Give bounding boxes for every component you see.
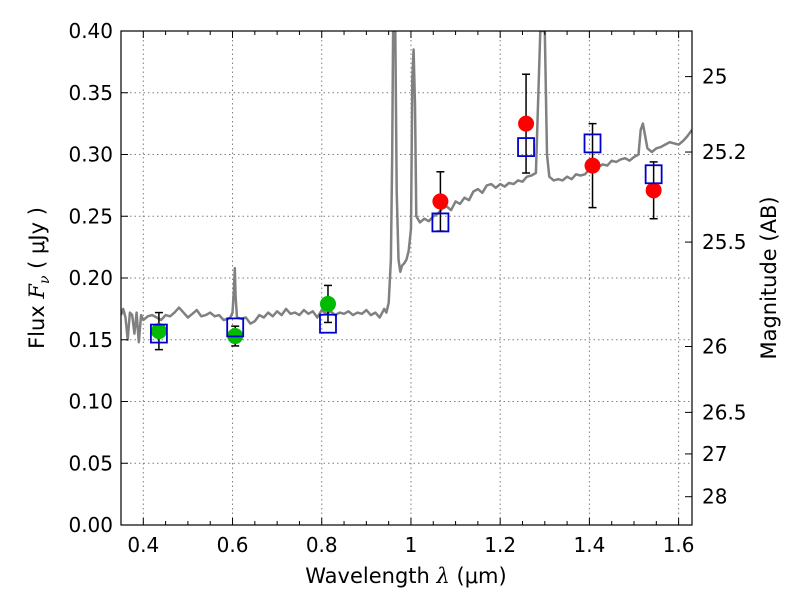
- template-spectrum-layer: [121, 31, 692, 344]
- y-tick-label: 0.00: [68, 513, 113, 537]
- x-tick-label: 1.4: [573, 533, 605, 557]
- y2-tick-label: 27: [702, 442, 727, 466]
- y2-tick-labels: 25 25.2 25.5 26 26.5 27 28: [702, 65, 747, 509]
- y-tick-label: 0.05: [68, 451, 113, 475]
- model-box: [583, 133, 602, 154]
- x-axis-label: Wavelength λ (μm): [305, 564, 506, 588]
- model-box: [226, 317, 245, 338]
- y2-tick-label: 25.2: [702, 140, 747, 164]
- y2-tick-label: 25.5: [702, 230, 747, 254]
- model-box-layer: [150, 133, 663, 344]
- errorbar-layer: [154, 73, 658, 351]
- y2-tick-label: 25: [702, 65, 727, 89]
- y-tick-label: 0.20: [68, 266, 113, 290]
- axis-ticks: [120, 30, 692, 526]
- y-tick-label: 0.10: [68, 390, 113, 414]
- red-observed-point: [518, 115, 535, 132]
- x-tick-label: 1.6: [663, 533, 695, 557]
- x-tick-label: 0.4: [127, 533, 159, 557]
- y-tick-label: 0.15: [68, 328, 113, 352]
- y2-tick-label: 26.5: [702, 400, 747, 424]
- y-axis-label: Flux Fν ( μJy ): [25, 207, 53, 349]
- model-box: [431, 212, 450, 233]
- x-tick-label: 1: [405, 533, 418, 557]
- y-tick-label: 0.30: [68, 143, 113, 167]
- red-observed-point: [432, 193, 449, 210]
- green-observed-point: [319, 295, 336, 312]
- y-tick-labels: 0.00 0.05 0.10 0.15 0.20 0.25 0.30 0.35 0.40: [68, 19, 113, 537]
- y-tick-label: 0.35: [68, 81, 113, 105]
- model-box: [150, 323, 168, 344]
- green-observed-point: [150, 323, 167, 340]
- model-box: [319, 313, 337, 334]
- y2-axis-label: Magnitude (AB): [757, 196, 781, 359]
- model-box: [644, 164, 663, 185]
- x-tick-label: 1.2: [484, 533, 516, 557]
- red-observed-point: [584, 157, 601, 174]
- x-tick-label: 0.8: [306, 533, 338, 557]
- x-tick-labels: 0.4 0.6 0.8 1 1.2 1.4 1.6: [127, 533, 694, 557]
- model-box: [517, 137, 535, 157]
- grid: [121, 30, 692, 526]
- y2-tick-label: 26: [702, 334, 727, 358]
- y-tick-label: 0.40: [68, 19, 113, 43]
- x-tick-label: 0.6: [217, 533, 249, 557]
- red-observed-point: [645, 182, 662, 199]
- template-spectrum-line: [121, 31, 692, 344]
- y2-tick-label: 28: [702, 485, 727, 509]
- y-tick-label: 0.25: [68, 204, 113, 228]
